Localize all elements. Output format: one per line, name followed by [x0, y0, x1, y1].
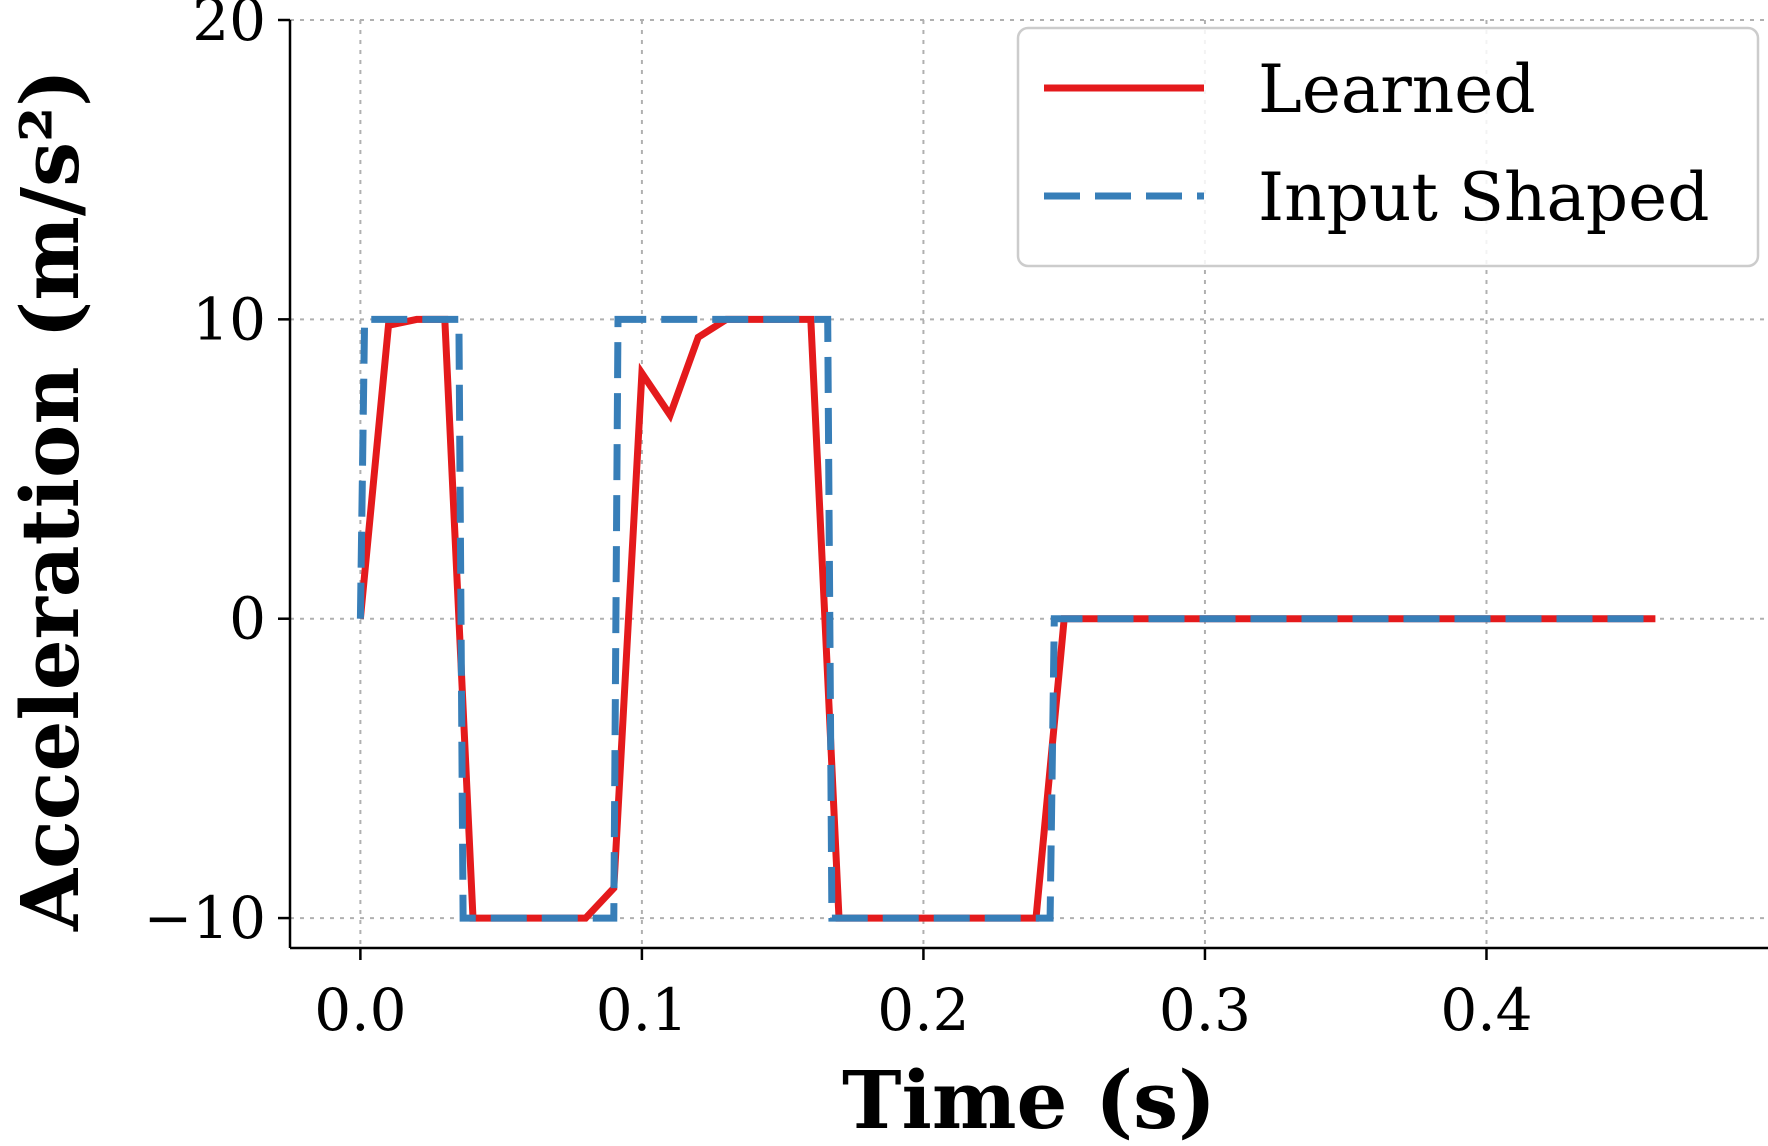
x-tick-label: 0.0 — [314, 976, 406, 1044]
x-ticks: 0.0 0.1 0.2 0.3 0.4 — [314, 948, 1533, 1044]
y-ticks: −10 0 10 20 — [144, 0, 290, 952]
axes — [288, 20, 1768, 950]
series-lines — [356, 315, 1656, 922]
y-tick-label: 10 — [192, 285, 266, 353]
y-axis-title: Acceleration (m/s²) — [3, 69, 97, 932]
x-tick-label: 0.4 — [1440, 976, 1532, 1044]
y-tick-label: 20 — [192, 0, 266, 54]
x-tick-label: 0.1 — [596, 976, 688, 1044]
legend-label-learned: Learned — [1258, 51, 1536, 128]
legend: Learned Input Shaped — [1016, 26, 1760, 268]
legend-label-input-shaped: Input Shaped — [1258, 159, 1709, 236]
x-tick-label: 0.3 — [1159, 976, 1251, 1044]
series-line-input-shaped — [356, 315, 1656, 922]
y-tick-label: 0 — [229, 585, 266, 653]
x-axis-title: Time (s) — [842, 1053, 1216, 1146]
x-tick-label: 0.2 — [877, 976, 969, 1044]
y-tick-label: −10 — [144, 884, 266, 952]
